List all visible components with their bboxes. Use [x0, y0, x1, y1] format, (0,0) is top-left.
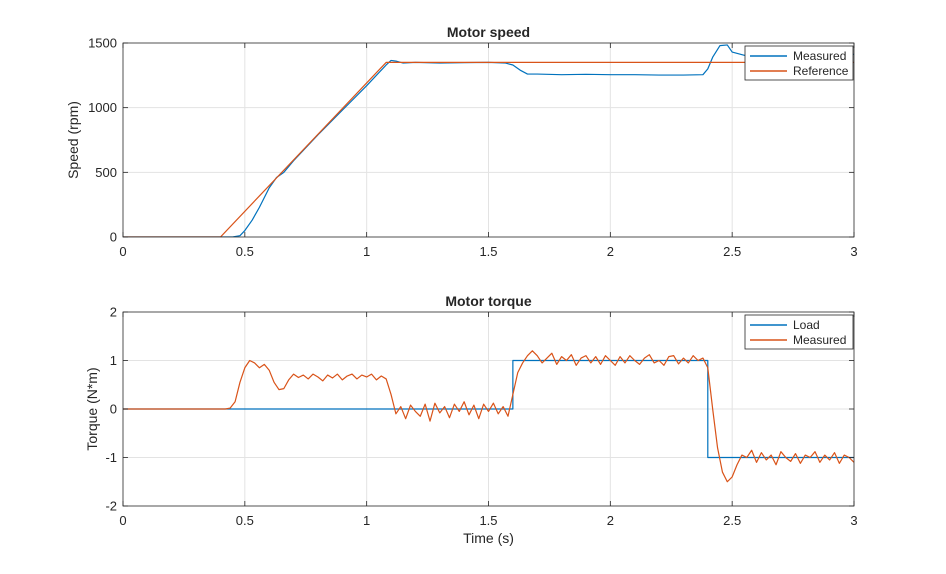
legend-label-measured: Measured [793, 49, 846, 63]
x-tick-label: 3 [850, 244, 857, 259]
legend-label-reference: Reference [793, 64, 849, 78]
x-axis-label: Time (s) [463, 530, 514, 546]
y-tick-label: 0 [110, 230, 117, 245]
y-tick-label: 2 [110, 305, 117, 320]
legend-label-measured: Measured [793, 333, 846, 347]
x-tick-label: 2.5 [723, 513, 741, 528]
x-tick-label: 3 [850, 513, 857, 528]
y-tick-label: 500 [95, 165, 117, 180]
y-tick-label: -1 [105, 450, 117, 465]
x-tick-label: 1.5 [479, 513, 497, 528]
legend-box [744, 45, 854, 81]
x-tick-label: 0 [119, 513, 126, 528]
x-tick-label: 0 [119, 244, 126, 259]
y-axis-label: Speed (rpm) [65, 101, 81, 179]
y-tick-label: 0 [110, 402, 117, 417]
series-line-measured [123, 44, 854, 237]
series-line-measured [123, 350, 854, 483]
chart-title: Motor speed [447, 24, 530, 40]
series-line-reference [123, 61, 854, 237]
x-tick-label: 0.5 [236, 244, 254, 259]
chart-title: Motor torque [445, 293, 532, 309]
y-tick-label: 1 [110, 353, 117, 368]
x-tick-label: 1 [363, 513, 370, 528]
y-axis-label: Torque (N*m) [84, 367, 100, 450]
x-tick-label: 2 [607, 513, 614, 528]
chart-panel-1: 0 0.5 1 1.5 2 2.5 3 0 500 1000 1500 Motor speed Spee… [65, 24, 858, 259]
x-tick-label: 1.5 [479, 244, 497, 259]
x-tick-label: 2.5 [723, 244, 741, 259]
x-tick-label: 0.5 [236, 513, 254, 528]
y-tick-label: -2 [105, 499, 117, 514]
x-tick-label: 2 [607, 244, 614, 259]
y-tick-label: 1000 [88, 100, 117, 115]
chart-panel-2: 0 0.5 1 1.5 2 2.5 3 -2 -1 0 1 2 Motor torque Time (s)… [84, 293, 858, 546]
legend-box [744, 314, 854, 350]
y-tick-label: 1500 [88, 36, 117, 51]
legend-label-load: Load [793, 318, 820, 332]
x-tick-label: 1 [363, 244, 370, 259]
